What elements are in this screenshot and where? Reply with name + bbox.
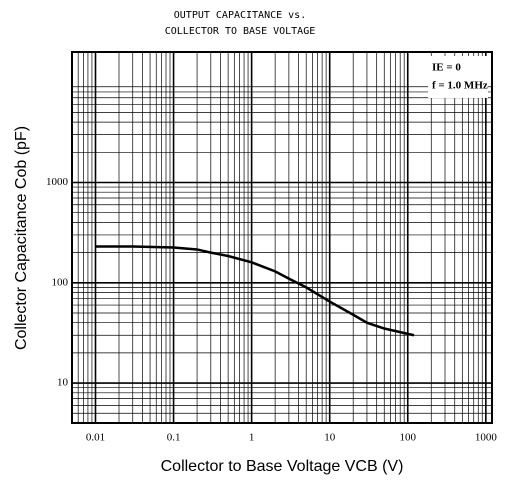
- y-tick-label: 1000: [46, 176, 69, 188]
- chart-title-line: COLLECTOR TO BASE VOLTAGE: [165, 26, 316, 37]
- x-tick-label: 1: [249, 432, 255, 444]
- x-tick-label: 1000: [475, 432, 498, 444]
- y-tick-label: 100: [52, 276, 69, 288]
- annotation-box: [428, 56, 488, 98]
- chart-title-line: OUTPUT CAPACITANCE vs.: [174, 10, 306, 21]
- data-line: [95, 245, 415, 337]
- annotation: f = 1.0 MHz: [432, 80, 488, 92]
- x-axis-label: Collector to Base Voltage VCB (V): [161, 458, 404, 475]
- annotation: IE = 0: [432, 62, 461, 74]
- y-tick-label: 10: [57, 377, 69, 389]
- y-axis-label: Collector Capacitance Cob (pF): [13, 126, 30, 350]
- x-tick-label: 0.01: [86, 432, 105, 444]
- x-tick-label: 10: [324, 432, 336, 444]
- plot-area: [71, 51, 493, 424]
- x-tick-label: 100: [400, 432, 417, 444]
- x-tick-label: 0.1: [167, 432, 181, 444]
